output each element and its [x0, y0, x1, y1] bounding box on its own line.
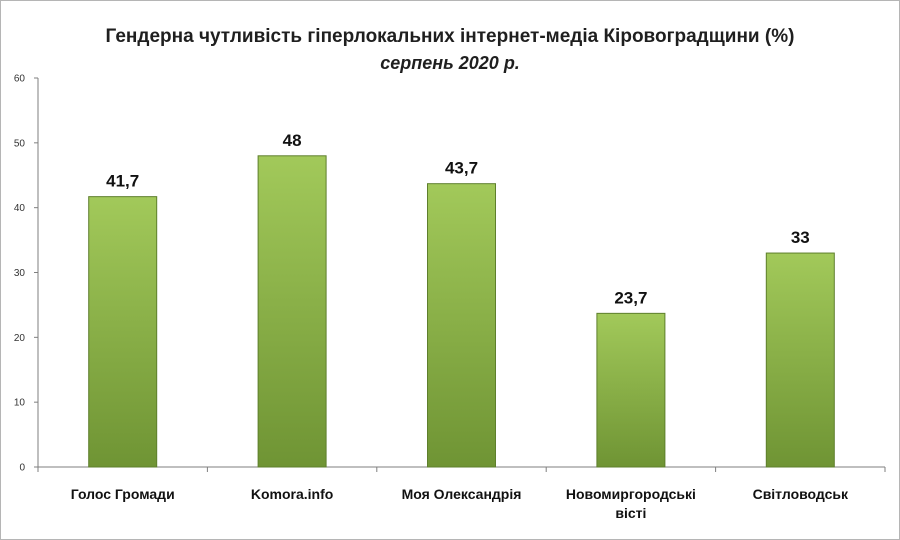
- y-tick-label: 20: [14, 333, 26, 344]
- category-label-line: Komora.info: [251, 486, 333, 502]
- category-label: Новомиргородські вісті: [566, 486, 696, 521]
- category-label-line: Новомиргородські: [566, 486, 696, 502]
- bar: [427, 183, 496, 468]
- data-label: 48: [283, 131, 302, 150]
- data-label: 23,7: [614, 288, 647, 307]
- category-label: Світловодськ: [753, 486, 849, 502]
- bar: [257, 155, 327, 468]
- chart-bars: [88, 155, 835, 468]
- y-tick-label: 50: [14, 138, 26, 149]
- bar: [765, 252, 835, 468]
- data-label: 43,7: [445, 159, 478, 178]
- data-label: 41,7: [106, 172, 139, 191]
- category-label: Моя Олександрія: [402, 486, 522, 502]
- y-tick-label: 40: [14, 203, 26, 214]
- chart-title: Гендерна чутливість гіперлокальних інтер…: [105, 26, 795, 47]
- bar: [596, 312, 666, 468]
- category-label: Komora.info: [251, 486, 333, 502]
- category-label: Голос Громади: [71, 486, 175, 502]
- data-label: 33: [791, 228, 810, 247]
- category-label-line: Світловодськ: [753, 486, 849, 502]
- category-label-line: вісті: [615, 505, 646, 521]
- category-label-line: Моя Олександрія: [402, 486, 522, 502]
- chart-labels: 41,7 Голос Громади 48 Komora.info 43,7 Моя Ол…: [71, 131, 849, 521]
- category-label-line: Голос Громади: [71, 486, 175, 502]
- y-tick-label: 30: [14, 268, 26, 279]
- chart-subtitle: серпень 2020 р.: [380, 53, 520, 73]
- y-tick-label: 10: [14, 398, 26, 409]
- y-tick-label: 60: [14, 74, 26, 85]
- bar: [88, 196, 158, 468]
- y-tick-label: 0: [19, 463, 25, 474]
